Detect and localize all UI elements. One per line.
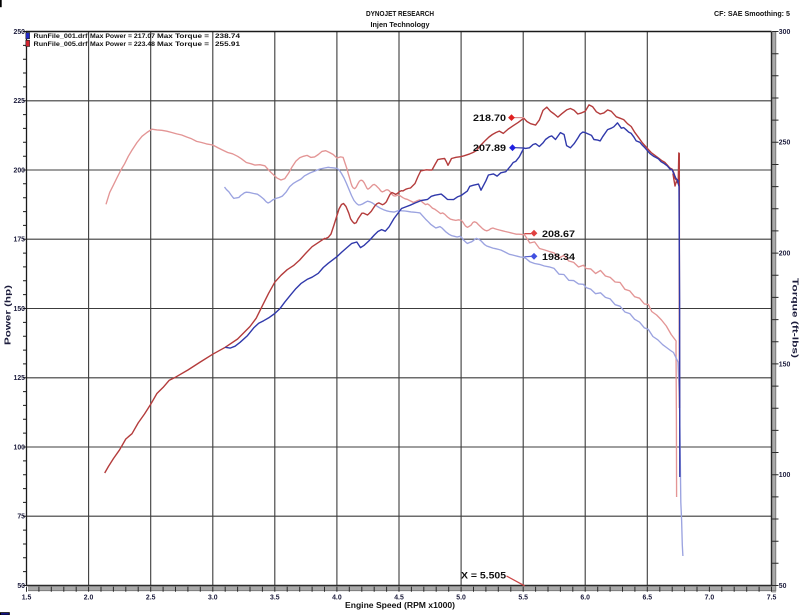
svg-text:5.5: 5.5: [518, 595, 528, 602]
svg-text:2.5: 2.5: [146, 595, 156, 602]
svg-text:100: 100: [779, 472, 791, 479]
svg-text:Injen Technology: Injen Technology: [371, 20, 431, 29]
svg-text:225: 225: [14, 98, 26, 105]
svg-text:250: 250: [14, 29, 26, 36]
svg-text:255.91: 255.91: [215, 41, 240, 48]
svg-text:238.74: 238.74: [215, 33, 240, 40]
svg-text:198.34: 198.34: [542, 252, 576, 262]
svg-text:207.89: 207.89: [473, 143, 506, 153]
svg-text:125: 125: [14, 375, 26, 382]
svg-text:7.5: 7.5: [767, 595, 777, 602]
svg-text:Power (hp): Power (hp): [3, 284, 12, 345]
svg-text:50: 50: [779, 583, 787, 590]
svg-text:3.0: 3.0: [208, 595, 218, 602]
svg-text:208.67: 208.67: [542, 229, 575, 239]
svg-text:218.70: 218.70: [473, 113, 506, 123]
svg-text:Max Power = 223.48: Max Power = 223.48: [90, 41, 155, 48]
svg-text:Max Torque =: Max Torque =: [157, 33, 209, 40]
svg-text:Torque (ft-lbs): Torque (ft-lbs): [791, 278, 800, 359]
svg-text:150: 150: [14, 306, 26, 313]
svg-text:150: 150: [779, 361, 791, 368]
svg-text:1.5: 1.5: [22, 595, 32, 602]
svg-text:5.0: 5.0: [456, 595, 466, 602]
svg-text:300: 300: [779, 29, 791, 36]
svg-text:50: 50: [17, 583, 25, 590]
svg-text:7.0: 7.0: [705, 595, 715, 602]
svg-text:4.5: 4.5: [394, 595, 404, 602]
svg-text:2.0: 2.0: [84, 595, 94, 602]
svg-text:200: 200: [779, 251, 791, 258]
svg-text:175: 175: [14, 237, 26, 244]
svg-text:250: 250: [779, 140, 791, 147]
svg-text:Max Power = 217.07: Max Power = 217.07: [90, 33, 155, 40]
svg-text:4.0: 4.0: [332, 595, 342, 602]
svg-text:3.5: 3.5: [270, 595, 280, 602]
svg-text:75: 75: [17, 514, 25, 521]
svg-text:6.0: 6.0: [580, 595, 590, 602]
svg-text:6.5: 6.5: [643, 595, 653, 602]
svg-text:RunFile_001.drf: RunFile_001.drf: [34, 33, 89, 40]
svg-text:Max Torque =: Max Torque =: [157, 41, 209, 48]
svg-text:200: 200: [14, 167, 26, 174]
svg-text:Engine Speed (RPM x1000): Engine Speed (RPM x1000): [345, 601, 455, 610]
svg-text:100: 100: [14, 444, 26, 451]
svg-text:DYNOJET RESEARCH: DYNOJET RESEARCH: [366, 9, 434, 18]
svg-text:X = 5.505: X = 5.505: [461, 571, 506, 581]
svg-text:RunFile_005.drf: RunFile_005.drf: [34, 41, 89, 48]
svg-text:CF: SAE Smoothing: 5: CF: SAE Smoothing: 5: [714, 9, 790, 18]
